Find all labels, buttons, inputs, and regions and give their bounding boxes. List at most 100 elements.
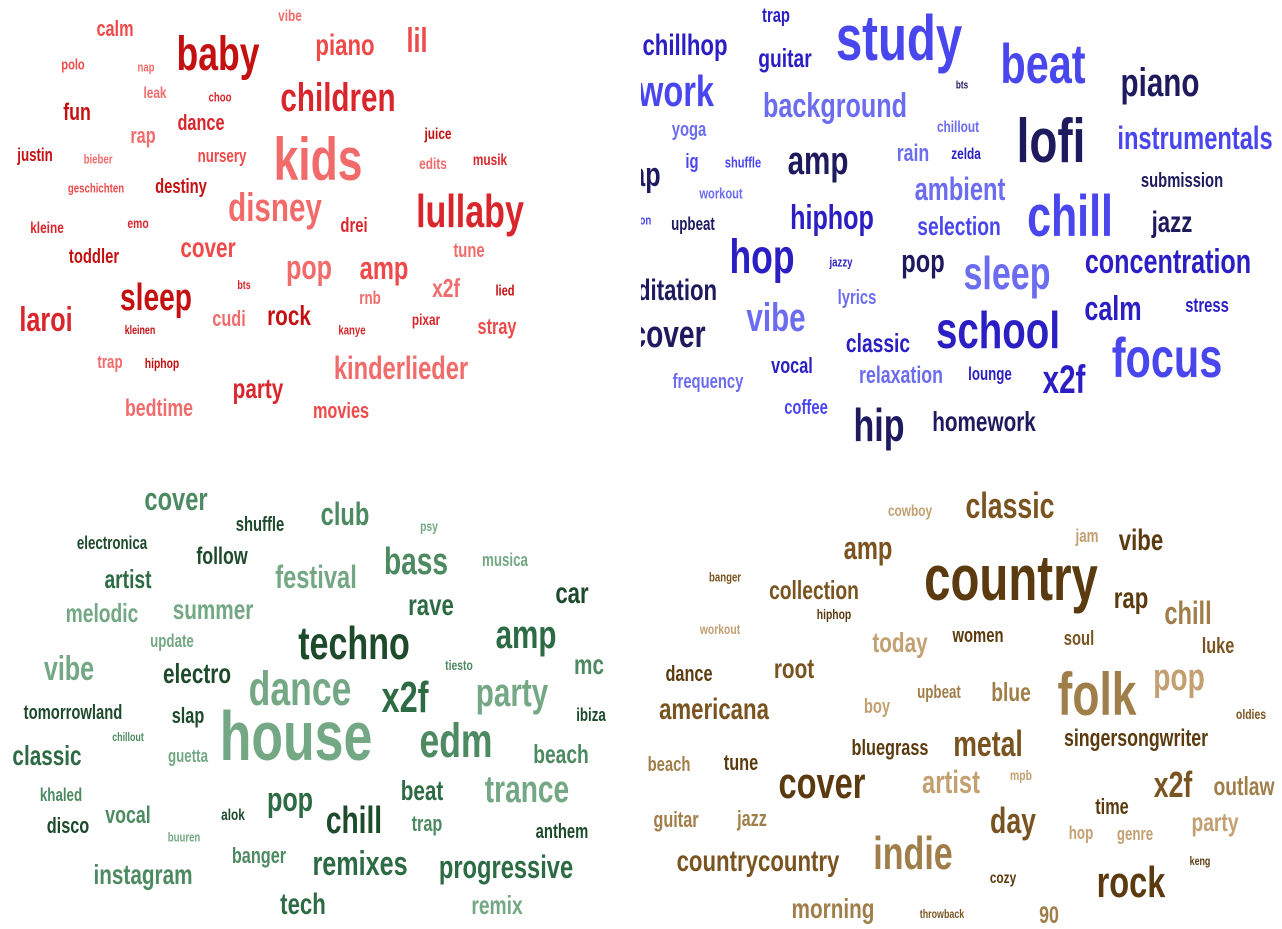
word-piano: piano xyxy=(315,29,375,62)
study-word-cloud: study beat lofi chill school focus chill… xyxy=(641,0,1282,464)
word-morning: morning xyxy=(791,893,875,924)
word-sleep: sleep xyxy=(963,247,1051,299)
word-bieber: bieber xyxy=(83,151,113,167)
word-electronica: electronica xyxy=(76,533,148,553)
word-trap: trap xyxy=(411,811,443,836)
word-jazz: jazz xyxy=(1151,206,1193,239)
word-yoga: yoga xyxy=(671,119,707,141)
word-study: study xyxy=(835,2,963,74)
word-guetta: guetta xyxy=(168,746,208,766)
word-amp: amp xyxy=(495,613,557,657)
word-time: time xyxy=(1095,794,1129,819)
word-luke: luke xyxy=(1201,633,1235,658)
word-melodic: melodic xyxy=(65,598,139,628)
word-rap: rap xyxy=(130,123,156,148)
word-soul: soul xyxy=(1063,628,1095,650)
word-baby: baby xyxy=(176,28,260,81)
word-upbeat: upbeat xyxy=(917,682,961,702)
word-fun: fun xyxy=(63,99,91,126)
word-psy: psy xyxy=(420,518,438,534)
word-cozy: cozy xyxy=(989,870,1017,887)
word-background: background xyxy=(763,87,907,125)
word-collection: collection xyxy=(769,575,859,605)
word-disney: disney xyxy=(228,186,322,230)
word-electro: electro xyxy=(163,658,231,689)
word-ambient: ambient xyxy=(914,171,1006,207)
word-banger: banger xyxy=(231,843,287,868)
word-tech: tech xyxy=(280,888,326,921)
word-chillout: chillout xyxy=(936,119,980,136)
word-party: party xyxy=(1191,807,1239,837)
word-remixes: remixes xyxy=(312,845,408,883)
word-throwback: throwback xyxy=(919,907,965,921)
word-reggaeton: reggaeton xyxy=(641,212,652,228)
word-classic: classic xyxy=(845,328,911,358)
word-chill: chill xyxy=(325,800,383,842)
word-party: party xyxy=(475,671,549,715)
word-kleine: kleine xyxy=(30,220,64,237)
word-khaled: khaled xyxy=(39,785,83,805)
word-nap: nap xyxy=(137,59,155,75)
word-kinderlieder: kinderlieder xyxy=(333,350,469,386)
word-kanye: kanye xyxy=(338,322,366,338)
word-chillhop: chillhop xyxy=(642,29,728,62)
word-boy: boy xyxy=(863,696,891,718)
word-x2f: x2f xyxy=(1153,764,1193,805)
word-justin: justin xyxy=(17,145,53,165)
word-follow: follow xyxy=(196,543,248,570)
word-classic: classic xyxy=(965,485,1055,526)
word-hop: hop xyxy=(1068,823,1094,843)
word-musica: musica xyxy=(482,550,528,570)
word-rain: rain xyxy=(896,140,930,167)
word-cudi: cudi xyxy=(212,306,246,331)
word-ig: ig xyxy=(685,151,699,173)
word-beach: beach xyxy=(647,754,691,776)
word-banger: banger xyxy=(708,569,742,585)
word-instrumentals: instrumentals xyxy=(1117,120,1273,156)
word-dance: dance xyxy=(177,110,225,135)
word-genre: genre xyxy=(1116,824,1154,844)
word-cover: cover xyxy=(778,759,866,808)
word-hip: hip xyxy=(853,399,905,451)
word-frequency: frequency xyxy=(672,371,744,393)
word-x2f: x2f xyxy=(381,673,429,722)
word-update: update xyxy=(150,631,194,651)
word-chill: chill xyxy=(1164,595,1212,631)
word-today: today xyxy=(872,627,928,658)
word-vocal: vocal xyxy=(771,353,813,378)
word-bedtime: bedtime xyxy=(124,395,194,422)
word-zelda: zelda xyxy=(951,146,981,163)
word-pixar: pixar xyxy=(411,312,441,329)
word-workout: workout xyxy=(699,185,743,203)
word-focus: focus xyxy=(1111,326,1223,389)
word-summer: summer xyxy=(172,594,254,625)
word-rap: rap xyxy=(641,156,661,194)
word-bts: bts xyxy=(955,79,969,92)
word-cover: cover xyxy=(641,314,706,356)
word-trap: trap xyxy=(97,352,123,372)
word-car: car xyxy=(555,577,589,610)
word-juice: juice xyxy=(424,126,452,143)
word-beat: beat xyxy=(1000,32,1086,95)
word-anthem: anthem xyxy=(535,821,589,843)
word-rock: rock xyxy=(1096,858,1166,907)
word-amp: amp xyxy=(787,139,849,183)
word-piano: piano xyxy=(1120,61,1200,105)
word-lil: lil xyxy=(406,22,428,60)
word-toddler: toddler xyxy=(68,246,120,268)
word-tomorrowland: tomorrowland xyxy=(23,702,123,724)
word-cowboy: cowboy xyxy=(887,503,933,520)
word-edm: edm xyxy=(419,715,493,768)
word-choo: choo xyxy=(208,89,232,105)
word-bluegrass: bluegrass xyxy=(851,735,929,760)
word-artist: artist xyxy=(104,564,152,594)
word-folk: folk xyxy=(1057,661,1137,728)
word-amp: amp xyxy=(843,530,893,566)
word-workout: workout xyxy=(699,621,741,637)
edm-word-cloud: house techno dance edm x2f party amp tra… xyxy=(0,465,641,929)
word-outlaw: outlaw xyxy=(1213,771,1275,801)
word-disco: disco xyxy=(46,813,90,838)
word-blue: blue xyxy=(991,677,1031,707)
word-submission: submission xyxy=(1140,170,1224,192)
word-pop: pop xyxy=(901,243,945,279)
